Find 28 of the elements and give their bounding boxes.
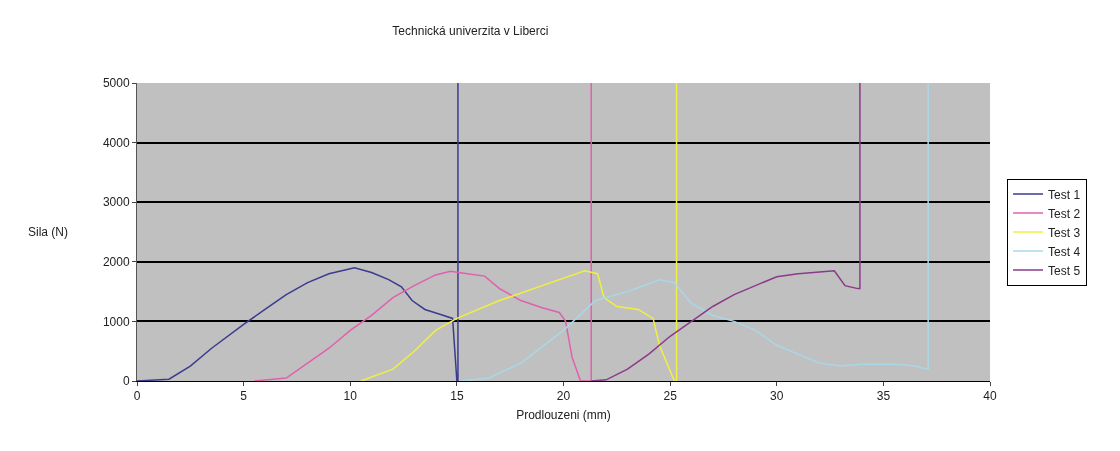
chart-title: Technická univerzita v Liberci: [392, 24, 549, 39]
x-tick-label: 10: [343, 389, 358, 404]
y-axis-title: Sila (N): [28, 225, 69, 239]
x-tick-label: 0: [133, 389, 141, 404]
y-tick-label: 4000: [102, 135, 130, 150]
x-tick-label: 25: [663, 389, 678, 404]
y-tick-label: 0: [122, 374, 130, 389]
x-tick-label: 30: [770, 389, 784, 404]
x-tick-label: 20: [556, 389, 571, 404]
y-tick-label: 1000: [102, 314, 130, 329]
x-tick-label: 15: [450, 389, 464, 404]
y-tick-label: 3000: [102, 195, 130, 210]
x-tick-label: 40: [983, 389, 997, 404]
line-series: [253, 83, 592, 381]
line-series: [460, 83, 929, 381]
legend-label: Test 2: [1048, 206, 1081, 221]
x-tick-label: 5: [240, 389, 248, 404]
legend-label: Test 1: [1048, 187, 1081, 202]
line-series: [137, 83, 459, 381]
line-series: [360, 83, 678, 381]
x-tick-label: 35: [876, 389, 891, 404]
line-series: [590, 83, 861, 381]
legend-label: Test 5: [1048, 263, 1081, 278]
legend-label: Test 3: [1048, 225, 1081, 240]
y-tick-label: 2000: [102, 255, 130, 269]
legend-label: Test 4: [1048, 244, 1081, 259]
x-axis-title: Prodlouzeni (mm): [516, 408, 611, 423]
y-tick-label: 5000: [102, 76, 130, 91]
